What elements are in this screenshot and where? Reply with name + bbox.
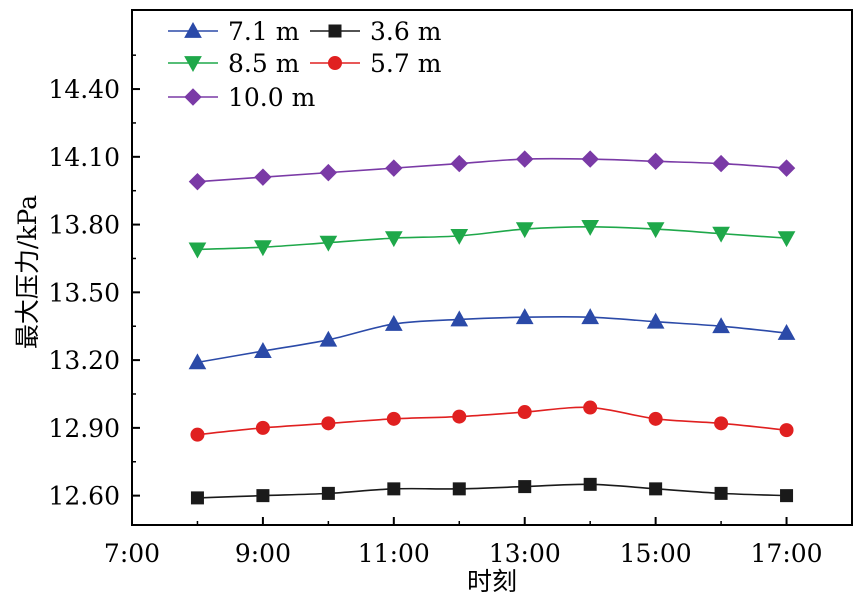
data-point <box>712 317 730 334</box>
legend-item: 10.0 m <box>168 83 316 112</box>
series-line <box>197 483 787 499</box>
series-8-5-m <box>188 219 796 259</box>
plot-frame <box>131 9 853 526</box>
data-point <box>714 486 728 500</box>
legend-label: 10.0 m <box>228 83 316 112</box>
data-point <box>188 172 207 191</box>
x-tick-label: 15:00 <box>620 539 692 568</box>
data-point <box>646 312 665 329</box>
x-tick-label: 11:00 <box>358 539 430 568</box>
data-point <box>184 56 202 73</box>
data-point <box>387 482 401 496</box>
y-tick-label: 13.50 <box>48 278 120 307</box>
data-point <box>384 231 403 248</box>
y-tick-label: 12.60 <box>48 482 120 511</box>
data-point <box>516 150 534 168</box>
data-point <box>384 314 403 331</box>
data-point <box>581 219 600 236</box>
series-5-7-m <box>190 400 794 442</box>
y-tick-label: 14.40 <box>48 75 120 104</box>
data-point <box>255 420 270 435</box>
y-tick-label: 12.90 <box>48 414 120 443</box>
data-point <box>779 423 794 438</box>
data-point <box>190 491 204 505</box>
data-point <box>649 482 663 496</box>
data-point <box>583 477 597 491</box>
data-point <box>385 159 403 177</box>
data-point <box>780 489 794 503</box>
data-point <box>648 411 663 426</box>
data-point <box>319 330 338 347</box>
legend-label: 5.7 m <box>370 49 442 78</box>
data-point <box>581 308 600 325</box>
x-axis-title: 时刻 <box>467 567 517 596</box>
series-line <box>197 226 787 251</box>
data-point <box>777 159 796 177</box>
series-line <box>197 315 787 364</box>
data-point <box>714 416 729 431</box>
data-point <box>777 323 796 340</box>
data-point <box>452 482 466 496</box>
data-point <box>581 150 599 168</box>
data-point <box>518 480 532 494</box>
series-line <box>197 406 787 436</box>
data-point <box>254 240 272 257</box>
data-point <box>184 88 202 106</box>
legend-item: 3.6 m <box>310 17 442 46</box>
x-tick-label: 13:00 <box>489 539 561 568</box>
data-point <box>254 342 272 358</box>
series-7-1-m <box>188 308 796 370</box>
data-point <box>450 154 468 173</box>
y-axis-title: 最大压力/kPa <box>13 195 42 349</box>
data-point <box>646 222 665 239</box>
legend: 7.1 m 3.6 m 8.5 m 5.7 m 10.0 m <box>168 17 442 112</box>
data-point <box>256 489 270 503</box>
y-tick-label: 14.10 <box>48 143 120 172</box>
y-tick-label: 13.20 <box>48 346 120 375</box>
data-point <box>328 56 342 70</box>
legend-label: 3.6 m <box>370 17 442 46</box>
legend-label: 7.1 m <box>228 17 300 46</box>
data-point <box>583 400 598 415</box>
data-point <box>515 222 534 239</box>
data-point <box>777 231 796 248</box>
series-layer <box>188 150 796 505</box>
data-point <box>517 405 532 420</box>
data-point <box>190 427 205 442</box>
data-point <box>386 411 401 426</box>
data-point <box>188 353 207 370</box>
legend-item: 5.7 m <box>310 49 442 78</box>
series-10-0-m <box>188 150 796 191</box>
x-tick-label: 9:00 <box>235 539 291 568</box>
data-point <box>319 163 338 182</box>
data-point <box>184 21 202 38</box>
data-point <box>321 416 336 431</box>
data-point <box>646 152 665 171</box>
data-point <box>328 24 342 38</box>
legend-label: 8.5 m <box>228 49 300 78</box>
data-point <box>188 242 207 259</box>
legend-item: 7.1 m <box>168 17 300 46</box>
data-point <box>712 154 730 173</box>
data-point <box>254 168 272 186</box>
series-3-6-m <box>190 477 794 505</box>
data-point <box>321 486 335 500</box>
x-tick-label: 7:00 <box>104 539 160 568</box>
data-point <box>450 310 469 327</box>
data-point <box>450 228 469 245</box>
data-point <box>712 226 730 243</box>
x-tick-label: 17:00 <box>751 539 823 568</box>
axes-layer: 7:00 9:00 11:00 13:00 15:00 17:00 12.60 12.90 13… <box>48 9 853 568</box>
series-line <box>197 157 787 183</box>
legend-item: 8.5 m <box>168 49 300 78</box>
data-point <box>319 235 338 252</box>
y-tick-label: 13.80 <box>48 211 120 240</box>
data-point <box>515 308 534 325</box>
data-point <box>452 409 467 424</box>
